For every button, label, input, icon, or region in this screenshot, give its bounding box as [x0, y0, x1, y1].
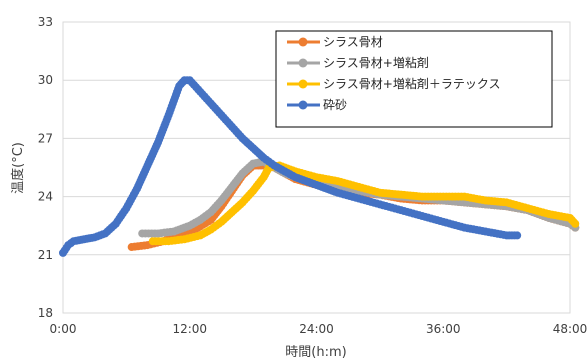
x-axis-title: 時間(h:m): [285, 345, 346, 360]
series-3: [59, 76, 522, 257]
data-point: [571, 219, 580, 228]
y-tick-label: 18: [38, 306, 53, 320]
y-tick-label: 27: [38, 131, 53, 145]
y-axis-title: 温度(°C): [10, 142, 26, 194]
y-tick-label: 33: [38, 15, 53, 29]
legend-label: シラス骨材+増粘剤＋ラテックス: [323, 76, 500, 91]
y-tick-labels: 18 21 24 27 30 33: [38, 15, 53, 320]
x-tick-label: 0:00: [50, 322, 77, 336]
plot-area-border: [62, 21, 571, 314]
series-2: [148, 161, 580, 246]
x-tick-label: 48:00: [553, 322, 588, 336]
x-tick-label: 24:00: [299, 322, 334, 336]
y-tick-label: 24: [38, 190, 53, 204]
x-tick-label: 12:00: [172, 322, 207, 336]
legend-marker: [298, 58, 308, 68]
y-tick-label: 30: [38, 73, 53, 87]
x-tick-labels: 0:00 12:00 24:00 36:00 48:00: [50, 322, 588, 336]
legend-marker: [298, 100, 308, 110]
x-tick-label: 36:00: [426, 322, 461, 336]
legend-label: シラス骨材+増粘剤: [323, 55, 429, 70]
legend-label: シラス骨材: [323, 35, 383, 49]
data-point: [513, 231, 522, 240]
legend-marker: [298, 37, 308, 47]
series-layer: [59, 76, 580, 257]
y-tick-label: 21: [38, 248, 53, 262]
legend-box: [275, 30, 553, 128]
legend-label: 砕砂: [323, 97, 347, 112]
legend-marker: [298, 79, 308, 89]
